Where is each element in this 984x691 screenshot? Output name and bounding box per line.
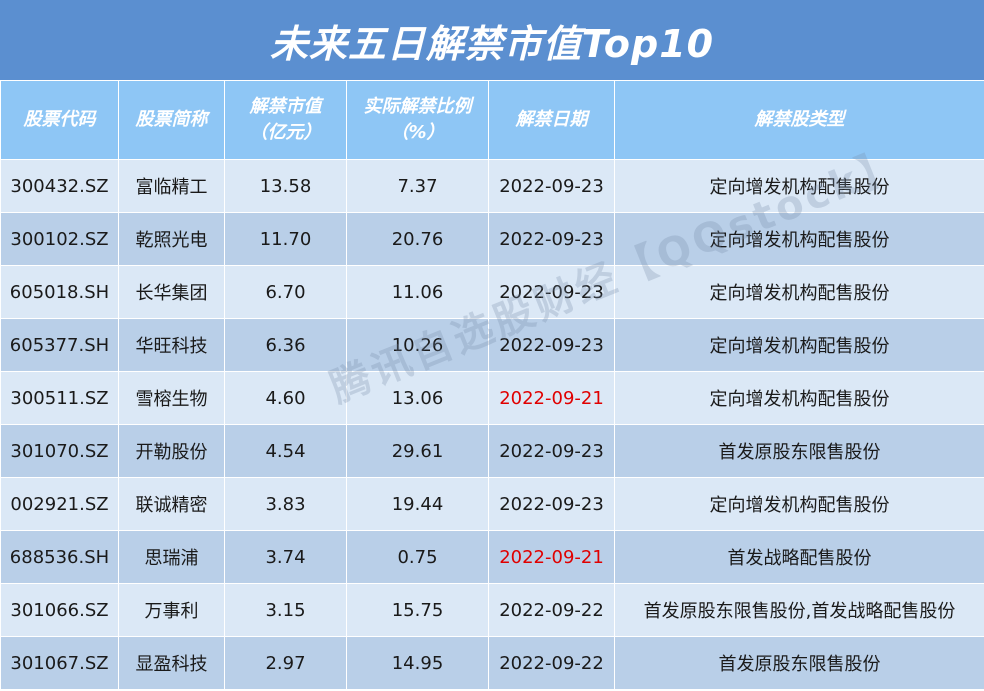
header-ratio: 实际解禁比例 （%） xyxy=(346,80,489,160)
cell-unlock-date: 2022-09-23 xyxy=(488,477,615,531)
cell-stock-name: 联诚精密 xyxy=(118,477,225,531)
cell-unlock-date: 2022-09-23 xyxy=(488,212,615,266)
cell-stock-code: 605377.SH xyxy=(0,318,119,372)
header-value-line2: （亿元） xyxy=(249,122,322,143)
cell-unlock-ratio: 29.61 xyxy=(346,424,489,478)
table-row: 301066.SZ 万事利 3.15 15.75 2022-09-22 首发原股东限售股份… xyxy=(0,583,984,637)
cell-stock-name: 万事利 xyxy=(118,583,225,637)
cell-stock-name: 开勒股份 xyxy=(118,424,225,478)
cell-stock-name: 显盈科技 xyxy=(118,636,225,690)
cell-unlock-date: 2022-09-22 xyxy=(488,583,615,637)
cell-unlock-ratio: 19.44 xyxy=(346,477,489,531)
cell-unlock-ratio: 15.75 xyxy=(346,583,489,637)
cell-unlock-ratio: 10.26 xyxy=(346,318,489,372)
cell-stock-name: 雪榕生物 xyxy=(118,371,225,425)
cell-unlock-type: 首发战略配售股份 xyxy=(614,530,984,584)
cell-unlock-type: 首发原股东限售股份 xyxy=(614,424,984,478)
table-row: 300432.SZ 富临精工 13.58 7.37 2022-09-23 定向增发机构配售… xyxy=(0,159,984,213)
cell-unlock-type: 定向增发机构配售股份 xyxy=(614,318,984,372)
cell-stock-code: 300432.SZ xyxy=(0,159,119,213)
table-row: 605018.SH 长华集团 6.70 11.06 2022-09-23 定向增发机构配售… xyxy=(0,265,984,319)
cell-stock-code: 300102.SZ xyxy=(0,212,119,266)
header-ratio-line2: （%） xyxy=(390,122,445,143)
cell-unlock-value: 6.36 xyxy=(224,318,347,372)
header-ratio-line1: 实际解禁比例 xyxy=(363,96,472,117)
cell-unlock-ratio: 20.76 xyxy=(346,212,489,266)
cell-unlock-date: 2022-09-23 xyxy=(488,159,615,213)
cell-unlock-value: 3.74 xyxy=(224,530,347,584)
cell-unlock-date: 2022-09-21 xyxy=(488,530,615,584)
cell-unlock-value: 11.70 xyxy=(224,212,347,266)
header-value: 解禁市值 （亿元） xyxy=(224,80,347,160)
cell-unlock-type: 定向增发机构配售股份 xyxy=(614,265,984,319)
cell-stock-code: 301066.SZ xyxy=(0,583,119,637)
table-row: 300102.SZ 乾照光电 11.70 20.76 2022-09-23 定向增发机构配… xyxy=(0,212,984,266)
table-header-row: 股票代码 股票简称 解禁市值 （亿元） 实际解禁比例 （%） 解禁日期 解禁股类… xyxy=(0,80,984,160)
header-name: 股票简称 xyxy=(118,80,225,160)
cell-unlock-value: 2.97 xyxy=(224,636,347,690)
cell-stock-code: 300511.SZ xyxy=(0,371,119,425)
cell-stock-name: 乾照光电 xyxy=(118,212,225,266)
cell-unlock-date: 2022-09-23 xyxy=(488,424,615,478)
table-row: 002921.SZ 联诚精密 3.83 19.44 2022-09-23 定向增发机构配售… xyxy=(0,477,984,531)
cell-stock-name: 长华集团 xyxy=(118,265,225,319)
table-row: 301070.SZ 开勒股份 4.54 29.61 2022-09-23 首发原股东限售股… xyxy=(0,424,984,478)
unlock-table: 股票代码 股票简称 解禁市值 （亿元） 实际解禁比例 （%） 解禁日期 解禁股类… xyxy=(0,80,984,690)
table-row: 605377.SH 华旺科技 6.36 10.26 2022-09-23 定向增发机构配售… xyxy=(0,318,984,372)
cell-unlock-type: 定向增发机构配售股份 xyxy=(614,212,984,266)
page-title: 未来五日解禁市值Top10 xyxy=(0,0,984,80)
cell-stock-code: 301070.SZ xyxy=(0,424,119,478)
header-type: 解禁股类型 xyxy=(614,80,984,160)
header-date: 解禁日期 xyxy=(488,80,615,160)
cell-unlock-value: 3.15 xyxy=(224,583,347,637)
cell-unlock-type: 首发原股东限售股份 xyxy=(614,636,984,690)
cell-unlock-ratio: 14.95 xyxy=(346,636,489,690)
cell-stock-code: 605018.SH xyxy=(0,265,119,319)
cell-unlock-type: 定向增发机构配售股份 xyxy=(614,477,984,531)
cell-stock-name: 思瑞浦 xyxy=(118,530,225,584)
cell-unlock-value: 4.54 xyxy=(224,424,347,478)
cell-unlock-value: 6.70 xyxy=(224,265,347,319)
cell-unlock-type: 首发原股东限售股份,首发战略配售股份 xyxy=(614,583,984,637)
cell-unlock-date: 2022-09-22 xyxy=(488,636,615,690)
table-row: 301067.SZ 显盈科技 2.97 14.95 2022-09-22 首发原股东限售股… xyxy=(0,636,984,690)
cell-unlock-type: 定向增发机构配售股份 xyxy=(614,159,984,213)
cell-unlock-date: 2022-09-23 xyxy=(488,265,615,319)
cell-unlock-value: 4.60 xyxy=(224,371,347,425)
cell-unlock-type: 定向增发机构配售股份 xyxy=(614,371,984,425)
table-row: 300511.SZ 雪榕生物 4.60 13.06 2022-09-21 定向增发机构配售… xyxy=(0,371,984,425)
header-value-line1: 解禁市值 xyxy=(249,96,322,117)
cell-stock-name: 华旺科技 xyxy=(118,318,225,372)
header-code: 股票代码 xyxy=(0,80,119,160)
cell-unlock-ratio: 11.06 xyxy=(346,265,489,319)
cell-unlock-date: 2022-09-23 xyxy=(488,318,615,372)
cell-unlock-value: 3.83 xyxy=(224,477,347,531)
cell-unlock-ratio: 7.37 xyxy=(346,159,489,213)
cell-unlock-ratio: 0.75 xyxy=(346,530,489,584)
cell-unlock-ratio: 13.06 xyxy=(346,371,489,425)
cell-stock-code: 688536.SH xyxy=(0,530,119,584)
cell-stock-name: 富临精工 xyxy=(118,159,225,213)
cell-stock-code: 301067.SZ xyxy=(0,636,119,690)
cell-unlock-value: 13.58 xyxy=(224,159,347,213)
table-row: 688536.SH 思瑞浦 3.74 0.75 2022-09-21 首发战略配售股份 xyxy=(0,530,984,584)
cell-stock-code: 002921.SZ xyxy=(0,477,119,531)
cell-unlock-date: 2022-09-21 xyxy=(488,371,615,425)
